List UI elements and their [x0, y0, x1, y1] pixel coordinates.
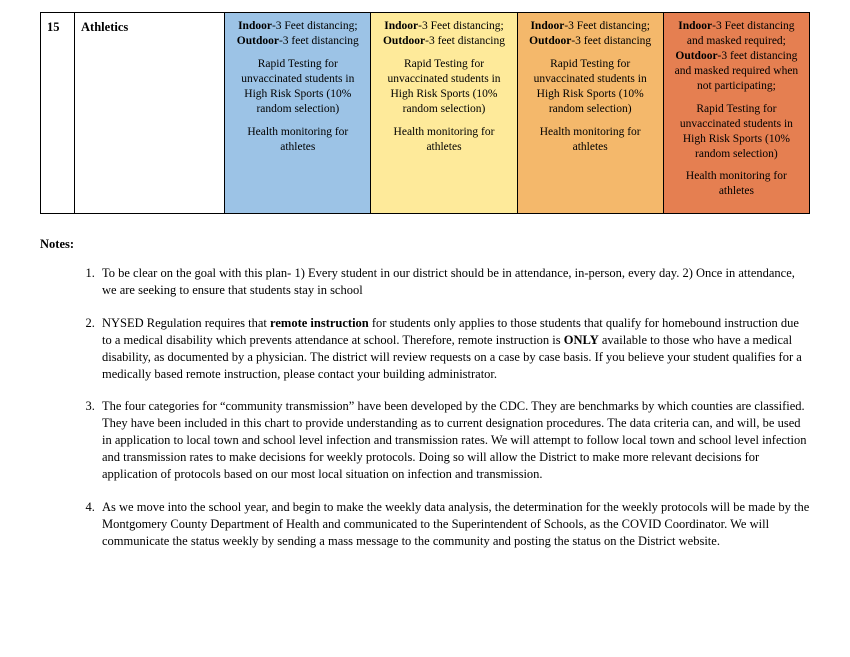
cell-body: Health monitoring for athletes — [524, 125, 657, 155]
row-category-cell: Athletics — [75, 13, 225, 214]
cell-body: Rapid Testing for unvaccinated students … — [377, 57, 510, 117]
notes-list: To be clear on the goal with this plan- … — [40, 265, 810, 549]
level-cell-1: Indoor-3 Feet distancing; Outdoor-3 feet… — [371, 13, 517, 214]
level-cell-3: Indoor-3 Feet distancing and masked requ… — [663, 13, 809, 214]
cell-header: Indoor-3 Feet distancing; Outdoor-3 feet… — [377, 19, 510, 49]
protocol-table: 15 Athletics Indoor-3 Feet distancing; O… — [40, 12, 810, 214]
cell-header: Indoor-3 Feet distancing; Outdoor-3 feet… — [231, 19, 364, 49]
cell-header: Indoor-3 Feet distancing and masked requ… — [670, 19, 803, 94]
bold-label: Outdoor — [383, 35, 425, 47]
header-text: -3 Feet distancing; — [418, 20, 504, 32]
table-row: 15 Athletics Indoor-3 Feet distancing; O… — [41, 13, 810, 214]
bold-label: Indoor — [678, 20, 712, 32]
bold-label: Outdoor — [529, 35, 571, 47]
cell-body: Health monitoring for athletes — [231, 125, 364, 155]
level-cell-2: Indoor-3 Feet distancing; Outdoor-3 feet… — [517, 13, 663, 214]
notes-heading: Notes: — [40, 236, 810, 253]
list-item: As we move into the school year, and beg… — [98, 499, 810, 550]
cell-body: Health monitoring for athletes — [377, 125, 510, 155]
cell-body: Rapid Testing for unvaccinated students … — [231, 57, 364, 117]
list-item: NYSED Regulation requires that remote in… — [98, 315, 810, 383]
row-number-cell: 15 — [41, 13, 75, 214]
cell-body: Health monitoring for athletes — [670, 169, 803, 199]
cell-body: Rapid Testing for unvaccinated students … — [670, 102, 803, 162]
header-text: -3 feet distancing — [571, 35, 651, 47]
header-text: -3 Feet distancing; — [272, 20, 358, 32]
bold-label: Outdoor — [237, 35, 279, 47]
cell-header: Indoor-3 Feet distancing; Outdoor-3 feet… — [524, 19, 657, 49]
bold-label: Outdoor — [675, 50, 717, 62]
list-item: To be clear on the goal with this plan- … — [98, 265, 810, 299]
cell-body: Rapid Testing for unvaccinated students … — [524, 57, 657, 117]
header-text: -3 Feet distancing; — [564, 20, 650, 32]
bold-label: Indoor — [238, 20, 272, 32]
bold-label: Indoor — [530, 20, 564, 32]
header-text: -3 feet distancing — [279, 35, 359, 47]
header-text: -3 feet distancing — [425, 35, 505, 47]
level-cell-0: Indoor-3 Feet distancing; Outdoor-3 feet… — [225, 13, 371, 214]
bold-label: Indoor — [384, 20, 418, 32]
list-item: The four categories for “community trans… — [98, 398, 810, 482]
